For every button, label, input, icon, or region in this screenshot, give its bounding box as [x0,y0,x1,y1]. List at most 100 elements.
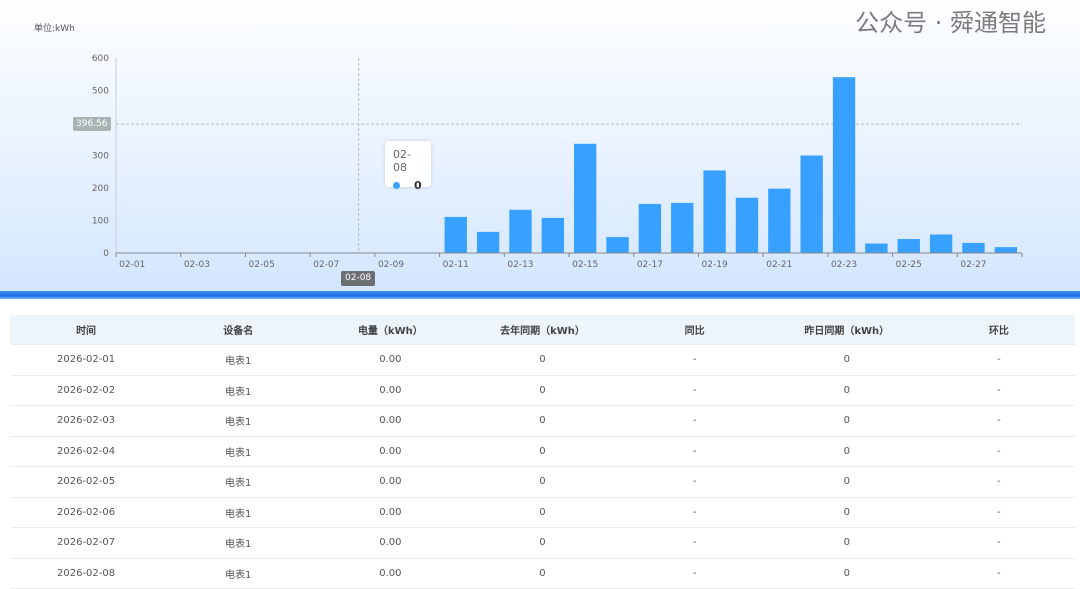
column-header[interactable]: 电量（kWh） [314,322,466,337]
x-tick-label: 02-25 [896,260,922,270]
table-cell: - [619,446,771,457]
column-header[interactable]: 环比 [923,322,1075,337]
tooltip-title: 02-08 [393,148,423,174]
table-cell: 0 [771,537,923,548]
table-cell: 0.00 [314,507,466,518]
table-cell: 电表1 [162,474,314,489]
table-cell: 电表1 [162,413,314,428]
y-tick-label: 100 [92,217,109,227]
y-tick-label: 200 [92,184,109,194]
table-cell: - [923,476,1075,487]
table-cell: 0.00 [314,537,466,548]
bar-02-14 [542,218,564,253]
x-tick-label: 02-11 [443,260,469,270]
table-cell: 电表1 [162,383,314,398]
table-cell: 0.00 [314,476,466,487]
x-tick-label: 02-07 [313,260,339,270]
x-tick-label: 02-13 [507,260,533,270]
table-cell: - [619,568,771,579]
table-cell: 2026-02-05 [10,476,162,487]
bar-02-25 [898,239,920,253]
bar-02-12 [477,232,499,253]
x-tick-label: 02-09 [378,260,404,270]
watermark: 公众号 · 舜通智能 [855,8,1046,38]
table-cell: 0 [771,385,923,396]
bar-02-28 [995,247,1017,253]
table-cell: 0 [466,446,618,457]
table-cell: 0.00 [314,568,466,579]
x-tick-label: 02-23 [831,260,857,270]
table-cell: 电表1 [162,352,314,367]
table-cell: 电表1 [162,444,314,459]
table-cell: 0 [466,385,618,396]
table-cell: - [923,537,1075,548]
bar-02-17 [639,204,661,253]
x-tick-label: 02-01 [119,260,145,270]
bar-02-26 [930,234,952,253]
table-cell: 2026-02-06 [10,507,162,518]
tooltip: 02-08 0 [385,141,431,187]
table-cell: - [619,507,771,518]
table-cell: 0 [771,476,923,487]
bar-02-27 [962,243,984,253]
y-pointer-label: 396.56 [73,117,111,131]
table-cell: 0 [466,476,618,487]
table-header: 时间设备名电量（kWh）去年同期（kWh）同比昨日同期（kWh）环比 [10,315,1075,345]
table-cell: - [923,354,1075,365]
table-cell: 2026-02-01 [10,354,162,365]
column-header[interactable]: 时间 [10,322,162,337]
table-cell: 电表1 [162,505,314,520]
y-tick-label: 300 [92,152,109,162]
table-cell: - [923,385,1075,396]
table-cell: 0.00 [314,385,466,396]
table-cell: 电表1 [162,535,314,550]
y-tick-label: 600 [92,54,109,64]
table-cell: - [923,446,1075,457]
bar-02-24 [865,244,887,253]
table-cell: 0 [466,507,618,518]
x-tick-label: 02-03 [184,260,210,270]
table-cell: 2026-02-03 [10,415,162,426]
x-tick-label: 02-27 [960,260,986,270]
table-cell: - [923,507,1075,518]
table-cell: 0 [466,415,618,426]
table-cell: 0 [771,415,923,426]
table-cell: 2026-02-08 [10,568,162,579]
table-cell: 0 [771,507,923,518]
table-cell: 0 [466,354,618,365]
table-cell: 0 [771,568,923,579]
table-cell: 0 [771,446,923,457]
x-tick-label: 02-21 [766,260,792,270]
table-cell: 0.00 [314,446,466,457]
table-cell: - [923,415,1075,426]
table-cell: - [619,476,771,487]
table-cell: - [619,415,771,426]
bar-02-20 [736,198,758,253]
decorative-stripe [0,291,1080,299]
table-cell: - [619,385,771,396]
column-header[interactable]: 去年同期（kWh） [466,322,618,337]
bar-02-16 [606,237,628,253]
table-cell: 0 [466,568,618,579]
column-header[interactable]: 同比 [619,322,771,337]
bar-02-21 [768,189,790,253]
table-cell: - [619,537,771,548]
table-cell: - [619,354,771,365]
column-header[interactable]: 昨日同期（kWh） [771,322,923,337]
table-cell: 2026-02-07 [10,537,162,548]
tooltip-value: 0 [414,179,422,192]
bar-02-19 [703,170,725,253]
bar-02-13 [509,210,531,253]
data-table: 时间设备名电量（kWh）去年同期（kWh）同比昨日同期（kWh）环比 2026-0… [10,315,1075,589]
table-cell: 0.00 [314,354,466,365]
column-header[interactable]: 设备名 [162,322,314,337]
